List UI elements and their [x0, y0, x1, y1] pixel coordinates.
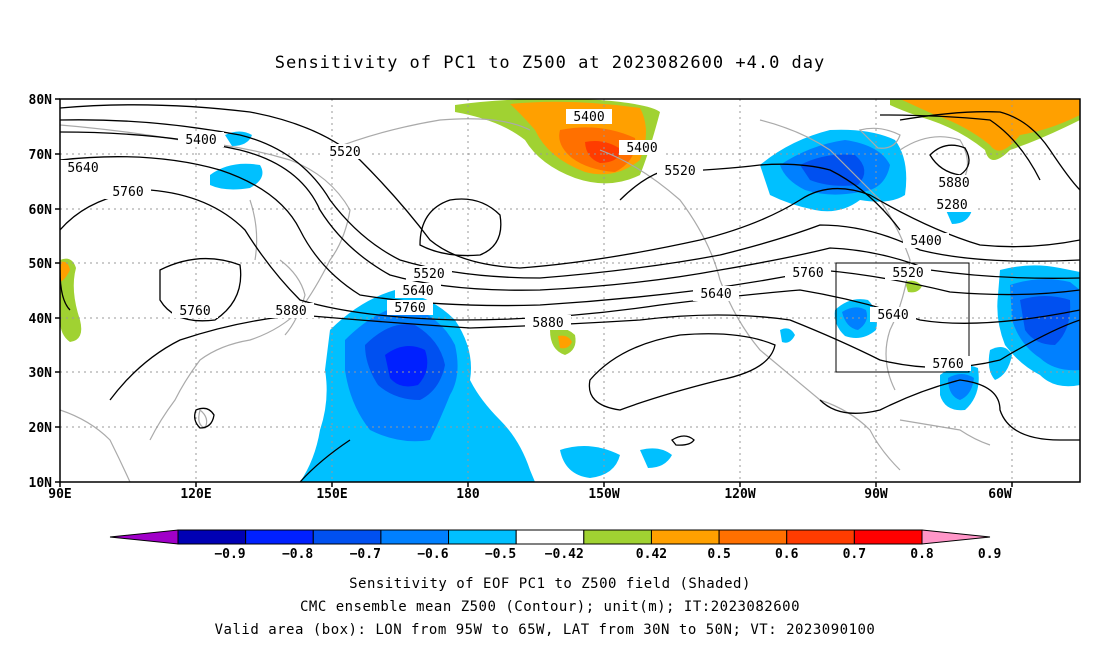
colorbar-label: 0.6: [775, 547, 799, 562]
contour-labels: 5400 5520 5640 5760 5400 5760 5880 5520 …: [60, 109, 977, 372]
colorbar-label: −0.7: [350, 547, 381, 562]
sensitivity-shading: [60, 99, 1080, 482]
lat-tick-label: 50N: [29, 257, 53, 272]
contour-label: 5520: [892, 266, 923, 281]
lat-tick-label: 80N: [29, 93, 53, 108]
contour-label: 5760: [179, 304, 210, 319]
contour-label: 5520: [664, 164, 695, 179]
lat-tick-label: 30N: [29, 366, 53, 381]
contour-label: 5880: [275, 304, 306, 319]
lon-tick-label: 90E: [48, 487, 71, 502]
colorbar-swatch: [245, 529, 314, 545]
lon-axis: 90E 120E 150E 180 150W 120W 90W 60W: [48, 482, 1013, 502]
contour-label: 5880: [532, 316, 563, 331]
contour-label: 5640: [700, 287, 731, 302]
contour-label: 5760: [792, 266, 823, 281]
lat-tick-label: 10N: [29, 476, 53, 491]
contour-label: 5520: [329, 145, 360, 160]
contour-label: 5760: [112, 185, 143, 200]
colorbar-label: 0.7: [843, 547, 866, 562]
caption-line-3: Valid area (box): LON from 95W to 65W, L…: [215, 622, 876, 638]
valid-area-box: [835, 262, 970, 373]
colorbar-swatch: [786, 529, 855, 545]
colorbar-swatch: [853, 529, 923, 545]
figure-title: Sensitivity of PC1 to Z500 at 2023082600…: [275, 53, 826, 73]
colorbar-label: 0.42: [636, 547, 667, 562]
lon-tick-label: 180: [456, 487, 480, 502]
contour-label: 5400: [185, 133, 216, 148]
lat-tick-label: 20N: [29, 421, 53, 436]
lon-tick-label: 60W: [988, 487, 1012, 502]
colorbar-label: −0.9: [214, 547, 245, 562]
colorbar-swatch: [448, 529, 517, 545]
colorbar-swatch: [380, 529, 450, 545]
lon-tick-label: 150W: [588, 487, 619, 502]
contour-label: 5520: [413, 267, 444, 282]
lat-tick-label: 70N: [29, 148, 53, 163]
contour-label: 5400: [626, 141, 657, 156]
contour-label: 5640: [877, 308, 908, 323]
lon-tick-label: 120W: [724, 487, 755, 502]
colorbar-swatch: [650, 529, 720, 545]
colorbar-swatch: [583, 529, 652, 545]
contour-label: 5400: [573, 110, 604, 125]
colorbar-swatch: [109, 529, 179, 545]
colorbar-swatch: [312, 529, 382, 545]
lon-tick-label: 150E: [316, 487, 347, 502]
contour-label: 5280: [936, 198, 967, 213]
map-panel: 5400 5520 5640 5760 5400 5760 5880 5520 …: [60, 99, 1080, 482]
lat-axis: 80N 70N 60N 50N 40N 30N 20N 10N: [29, 93, 60, 491]
contour-label: 5760: [394, 301, 425, 316]
colorbar-swatch: [921, 529, 991, 545]
caption-line-1: Sensitivity of EOF PC1 to Z500 field (Sh…: [349, 576, 751, 592]
colorbar-label: 0.9: [978, 547, 1001, 562]
map-frame: [59, 98, 1081, 483]
contour-label: 5640: [67, 161, 98, 176]
lon-tick-label: 120E: [180, 487, 211, 502]
contour-label: 5400: [910, 234, 941, 249]
contour-label: 5760: [932, 357, 963, 372]
colorbar-label: −0.5: [485, 547, 516, 562]
lat-tick-label: 60N: [29, 203, 53, 218]
colorbar-label: 0.5: [707, 547, 730, 562]
colorbar: −0.9 −0.8 −0.7 −0.6 −0.5 −0.42 0.42 0.5 0.6 0.7 0.…: [109, 529, 1001, 562]
caption-line-2: CMC ensemble mean Z500 (Contour); unit(m…: [300, 599, 800, 615]
colorbar-label: 0.8: [910, 547, 934, 562]
lat-tick-label: 40N: [29, 312, 53, 327]
contour-label: 5880: [938, 176, 969, 191]
colorbar-swatch: [177, 529, 247, 545]
colorbar-swatch: [718, 529, 788, 545]
colorbar-label: −0.6: [417, 547, 448, 562]
colorbar-swatch: [515, 529, 585, 545]
colorbar-label: −0.8: [282, 547, 313, 562]
colorbar-label: −0.42: [545, 547, 584, 562]
coastlines: [60, 118, 991, 482]
lon-tick-label: 90W: [864, 487, 888, 502]
contour-label: 5640: [402, 284, 433, 299]
